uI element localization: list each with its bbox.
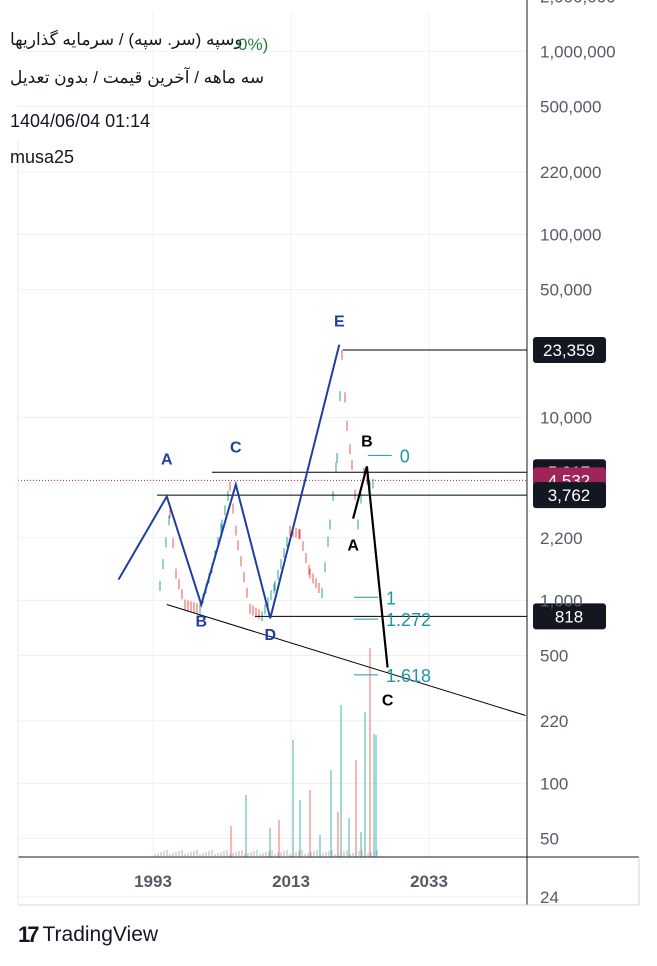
trend-line xyxy=(166,604,526,716)
fib-label: 1.618 xyxy=(386,666,431,686)
y-tick-label: 220,000 xyxy=(540,163,601,182)
price-label-box xyxy=(533,337,606,363)
projection-label: C xyxy=(382,693,394,710)
fib-label: 1 xyxy=(386,588,396,608)
wave-label: D xyxy=(265,627,277,644)
x-tick-label: 2033 xyxy=(410,872,448,891)
chart-grid xyxy=(18,12,527,898)
price-label: 818 xyxy=(555,607,583,626)
wave-label: C xyxy=(230,440,242,457)
wave-label: B xyxy=(196,614,208,631)
footer-brand: TradingView xyxy=(42,923,159,946)
y-tick-label: 100 xyxy=(540,774,568,793)
candles xyxy=(159,349,374,622)
x-tick-label: 2013 xyxy=(272,872,310,891)
tradingview-logo-icon: 17 xyxy=(18,922,40,947)
y-tick-label: 2,200 xyxy=(540,529,583,548)
y-tick-label: 1,000,000 xyxy=(540,42,616,61)
y-tick-label: 10,000 xyxy=(540,408,592,427)
y-tick-label: 50 xyxy=(540,830,559,849)
wave-label: A xyxy=(161,452,173,469)
projection-label: A xyxy=(347,538,359,555)
fib-levels: 0 11.272 1.618 xyxy=(354,446,431,686)
price-label: 3,762 xyxy=(548,486,591,505)
fib-label: 1.272 xyxy=(386,610,431,630)
y-tick-label: 24 xyxy=(540,888,559,907)
price-label-box xyxy=(533,482,606,509)
wave-lines xyxy=(117,344,526,716)
y-tick-label: 500 xyxy=(540,647,568,666)
x-tick-label: 1993 xyxy=(134,872,172,891)
horizontal-lines xyxy=(18,349,527,617)
author-name: musa25 xyxy=(10,147,75,167)
ticker-title: وسپه (سر. سپه) / سرمایه گذاریها xyxy=(10,30,243,49)
snapshot-datetime: 1404/06/04 01:14 xyxy=(10,111,151,131)
projection-line xyxy=(352,466,389,668)
change-badge: 0%) xyxy=(238,35,269,54)
y-tick-label: 1,000 xyxy=(540,591,583,610)
fib-label: 0 xyxy=(400,446,410,466)
y-tick-label: 50,000 xyxy=(540,281,592,300)
y-tick-label: 100,000 xyxy=(540,225,601,244)
price-label-box xyxy=(533,603,606,630)
volume-bars xyxy=(154,648,378,857)
chart-axes: 2,000,000 1,000,000 500,000 220,000 100,000 5… xyxy=(17,0,640,907)
footer[interactable]: 17 TradingView xyxy=(18,922,158,948)
projection-label: B xyxy=(361,433,373,450)
y-tick-label: 220 xyxy=(540,712,568,731)
y-tick-label: 500,000 xyxy=(540,98,601,117)
y-tick-label: 2,000,000 xyxy=(540,0,616,6)
wave-line xyxy=(117,344,341,619)
wave-label: E xyxy=(334,314,345,331)
chart-subtitle: سه ماهه / آخرین قیمت / بدون تعدیل xyxy=(10,68,265,87)
price-label: 23,359 xyxy=(543,341,595,360)
